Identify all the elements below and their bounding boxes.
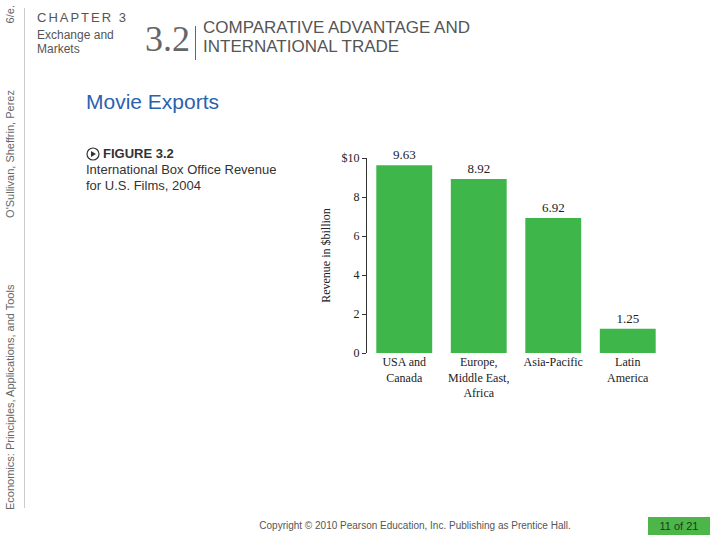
svg-text:$10: $10 [342, 151, 360, 165]
html-text:Copyright © 2010 Pearson Educa: Copyright © 2010 Pearson Education, Inc.… [259, 520, 571, 531]
svg-text:Europe,Middle East,Africa: Europe,Middle East,Africa [448, 355, 509, 400]
html-text:COMPARATIVE ADVANTAGE AND INTE: COMPARATIVE ADVANTAGE AND INTERNATIONAL … [203, 18, 470, 56]
svg-text:8: 8 [354, 190, 360, 204]
svg-text:6: 6 [354, 229, 360, 243]
svg-text:1.25: 1.25 [616, 311, 639, 326]
svg-text:8.92: 8.92 [467, 161, 490, 176]
svg-text:6.92: 6.92 [542, 200, 565, 215]
svg-text:LatinAmerica: LatinAmerica [607, 355, 649, 385]
html-text:Economics: Principles, Applica: Economics: Principles, Applications, and… [4, 284, 16, 510]
html-text:International Box Office Reven: International Box Office Revenue for U.S… [86, 162, 277, 193]
svg-text:4: 4 [354, 268, 360, 282]
html-text:Movie Exports: Movie Exports [86, 90, 219, 113]
svg-text:Revenue in $billion: Revenue in $billion [319, 208, 333, 303]
html-text:3.2: 3.2 [145, 19, 190, 59]
html-text:O'Sullivan, Sheffrin, Perez: O'Sullivan, Sheffrin, Perez [4, 90, 16, 218]
html-text:6/e.: 6/e. [4, 5, 16, 24]
html-text:FIGURE 3.2: FIGURE 3.2 [103, 146, 174, 161]
svg-text:2: 2 [354, 307, 360, 321]
html-text:CHAPTER 3: CHAPTER 3 [37, 10, 128, 25]
svg-text:0: 0 [354, 346, 360, 360]
html-text:11 of 21: 11 of 21 [659, 520, 699, 532]
html-text:Exchange and Markets: Exchange and Markets [37, 28, 114, 56]
svg-text:USA andCanada: USA andCanada [382, 355, 426, 385]
svg-text:9.63: 9.63 [393, 147, 416, 162]
svg-text:Asia-Pacific: Asia-Pacific [524, 355, 583, 369]
